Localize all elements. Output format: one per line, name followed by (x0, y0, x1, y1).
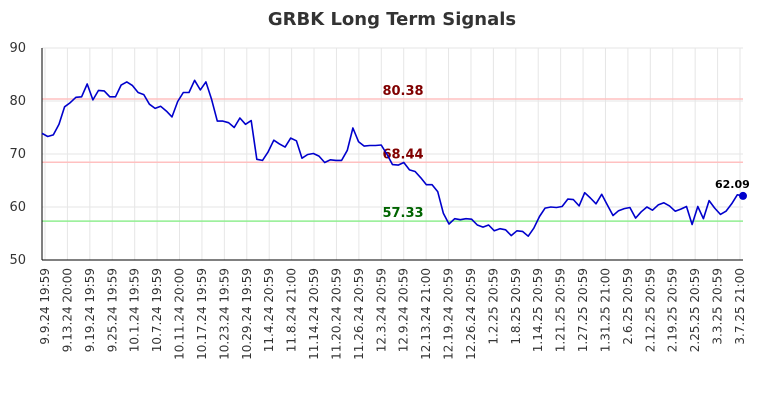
y-tick-label: 60 (9, 200, 26, 215)
x-tick-label: 11.8.24 21:00 (285, 268, 299, 352)
x-tick-label: 9.25.24 19:59 (105, 268, 119, 352)
y-axis: 50 60 70 80 90 (9, 41, 43, 268)
x-tick-label: 11.26.24 20:59 (352, 268, 366, 360)
x-tick-label: 11.20.24 20:59 (329, 268, 343, 360)
chart-title: GRBK Long Term Signals (268, 9, 516, 30)
x-tick-label: 11.4.24 20:59 (262, 268, 276, 352)
last-point-label: 62.09 (715, 178, 750, 191)
x-tick-label: 9.9.24 19:59 (38, 268, 52, 345)
x-tick-label: 9.19.24 19:59 (83, 268, 97, 352)
x-tick-label: 3.7.25 21:00 (733, 268, 747, 345)
x-tick-label: 1.2.25 20:59 (486, 268, 500, 345)
x-tick-label: 3.3.25 20:59 (711, 268, 725, 345)
x-tick-label: 10.1.24 19:59 (128, 268, 142, 352)
signal-line-label: 57.33 (382, 206, 423, 221)
series-line (41, 79, 744, 237)
x-tick-label: 1.27.25 20:59 (576, 268, 590, 352)
x-tick-label: 11.14.24 20:59 (307, 268, 321, 360)
annotations: 62.09 (715, 178, 750, 200)
x-tick-label: 1.21.25 20:59 (554, 268, 568, 352)
x-tick-label: 1.31.25 21:00 (598, 268, 612, 352)
y-tick-label: 50 (9, 253, 26, 268)
x-tick-label: 10.17.24 19:59 (195, 268, 209, 360)
x-tick-label: 12.26.24 20:59 (464, 268, 478, 360)
y-tick-label: 70 (9, 147, 26, 162)
x-tick-label: 2.19.25 20:59 (666, 268, 680, 352)
x-tick-label: 1.14.25 20:59 (531, 268, 545, 352)
x-tick-label: 10.11.24 20:00 (173, 268, 187, 360)
x-tick-label: 10.29.24 19:59 (240, 268, 254, 360)
y-tick-label: 90 (9, 41, 26, 56)
x-tick-label: 12.13.24 21:00 (419, 268, 433, 360)
x-tick-label: 10.7.24 19:59 (150, 268, 164, 352)
y-tick-label: 80 (9, 94, 26, 109)
last-point-marker (739, 191, 747, 200)
signal-line-label: 80.38 (382, 84, 423, 99)
horizontal-signal-lines: 80.38 68.44 57.33 (42, 84, 743, 222)
x-tick-label: 12.19.24 20:59 (442, 268, 456, 360)
x-tick-label: 9.13.24 20:00 (60, 268, 74, 352)
signal-line-label: 68.44 (382, 147, 423, 162)
x-tick-label: 2.12.25 20:59 (643, 268, 657, 352)
x-tick-label: 12.9.24 20:59 (397, 268, 411, 352)
x-tick-label: 10.23.24 19:59 (217, 268, 231, 360)
series-layer (41, 79, 744, 237)
x-tick-label: 2.25.25 20:59 (688, 268, 702, 352)
x-tick-label: 2.6.25 20:59 (621, 268, 635, 345)
x-tick-label: 12.3.24 20:59 (374, 268, 388, 352)
x-tick-label: 1.8.25 20:59 (509, 268, 523, 345)
x-axis: 9.9.24 19:59 9.13.24 20:00 9.19.24 19:59 9.… (38, 259, 747, 360)
